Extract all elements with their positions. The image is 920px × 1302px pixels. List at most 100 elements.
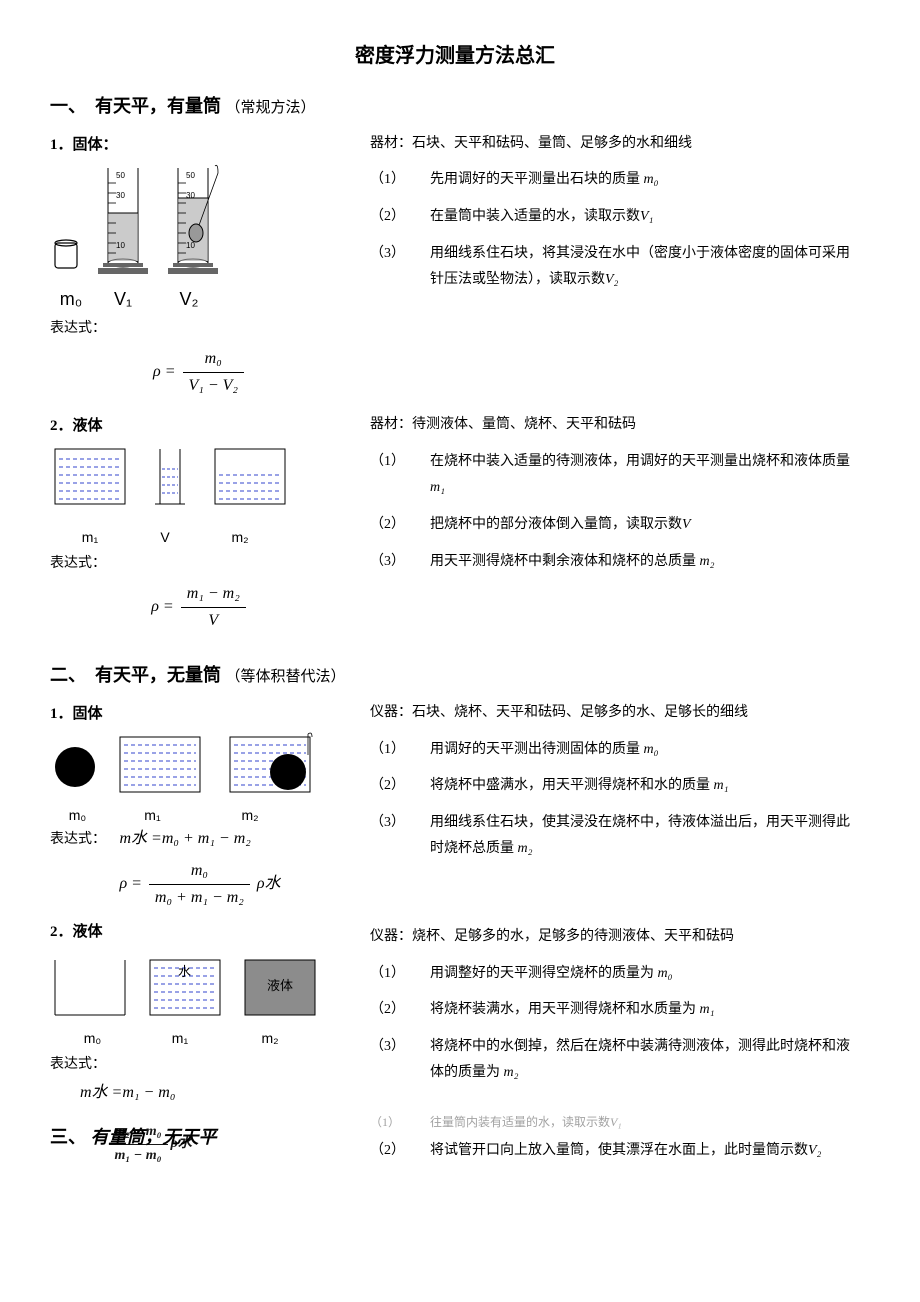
step-num: （3） bbox=[370, 810, 430, 863]
step-num: （2） bbox=[370, 997, 430, 1024]
rho-char: ρ bbox=[151, 598, 159, 615]
section1-note: （常规方法） bbox=[226, 100, 316, 116]
step-num: （1） bbox=[370, 737, 430, 764]
mwater-rhs: m₀ + m₁ − m₂ bbox=[162, 830, 251, 847]
s1-solid-expr-label: 表达式： bbox=[50, 318, 350, 340]
step-var: m₁ bbox=[714, 778, 729, 793]
svg-text:50: 50 bbox=[186, 171, 195, 180]
overlay-den: m₁ − m₀ bbox=[109, 1145, 168, 1167]
mwater-rhs: m₁ − m₀ bbox=[122, 1084, 175, 1101]
formula-den: V bbox=[181, 608, 246, 634]
s2-liquid-step2: （2） 将烧杯装满水，用天平测得烧杯和水质量为 m₁ bbox=[370, 997, 860, 1024]
step-num: （3） bbox=[370, 241, 430, 294]
section1-solid-row: 1．固体： 50 30 bbox=[50, 127, 860, 408]
svg-text:10: 10 bbox=[186, 241, 195, 250]
s2-liquid-heading: 2．液体 bbox=[50, 920, 350, 944]
s2-solid-step2: （2） 将烧杯中盛满水，用天平测得烧杯和水的质量 m₁ bbox=[370, 773, 860, 800]
svg-text:30: 30 bbox=[186, 191, 195, 200]
page-title: 密度浮力测量方法总汇 bbox=[50, 40, 860, 72]
s1-liquid-diagram bbox=[50, 444, 310, 524]
rho-lhs: ρ = bbox=[119, 875, 141, 892]
section3-row: 三、 有量筒，无天平 m₂ − m₀ m₁ − m₀ ρ水 （1） 往量筒内装有… bbox=[50, 1105, 860, 1174]
step-text: 先用调好的天平测量出石块的质量 bbox=[430, 172, 640, 187]
step-var: V₂ bbox=[808, 1143, 821, 1158]
label-m1: m₁ bbox=[105, 804, 200, 826]
step-var: m₂ bbox=[518, 841, 533, 856]
overlay-tail: ρ水 bbox=[171, 1137, 192, 1152]
step-num: （2） bbox=[370, 204, 430, 231]
section2-note: （等体积替代法） bbox=[226, 669, 346, 685]
rho-den: m₀ + m₁ − m₂ bbox=[149, 885, 250, 911]
s1-solid-formula: ρ = m₀ V₁ − V₂ bbox=[50, 346, 350, 398]
rho-char: ρ bbox=[153, 363, 161, 380]
step-var: m₁ bbox=[430, 480, 445, 495]
svg-text:液体: 液体 bbox=[267, 978, 293, 993]
step-var: m₀ bbox=[658, 966, 673, 981]
s1-liquid-step2: （2） 把烧杯中的部分液体倒入量筒，读取示数V bbox=[370, 512, 860, 539]
step-num: （1） bbox=[370, 167, 430, 194]
overlay-num: m₂ − m₀ bbox=[109, 1121, 168, 1144]
svg-text:水: 水 bbox=[178, 964, 191, 979]
rho-tail: ρ水 bbox=[257, 875, 281, 892]
step-text: 将烧杯装满水，用天平测得烧杯和水质量为 bbox=[430, 1002, 696, 1017]
step-num: （1） bbox=[370, 961, 430, 988]
s2-solid-step1: （1） 用调好的天平测出待测固体的质量 m₀ bbox=[370, 737, 860, 764]
mwater-lhs: m水 = bbox=[80, 1084, 122, 1101]
label-m1: m₁ bbox=[135, 1027, 225, 1049]
step-num: （2） bbox=[370, 512, 430, 539]
section3-prefix: 三、 bbox=[50, 1127, 86, 1147]
s1-solid-step2: （2） 在量筒中装入适量的水，读取示数V₁ bbox=[370, 204, 860, 231]
formula-den: V₁ − V₂ bbox=[183, 373, 244, 399]
s1-solid-diagram: 50 30 10 50 bbox=[50, 163, 250, 283]
s1-solid-step1: （1） 先用调好的天平测量出石块的质量 m₀ bbox=[370, 167, 860, 194]
step-text: 将试管开口向上放入量筒，使其漂浮在水面上，此时量筒示数 bbox=[430, 1143, 808, 1158]
step-var: V₂ bbox=[605, 272, 618, 287]
label-m2: m₂ bbox=[200, 526, 280, 548]
section3-heading: 三、 有量筒，无天平 m₂ − m₀ m₁ − m₀ ρ水 bbox=[50, 1123, 350, 1152]
s2-solid-diagram bbox=[50, 732, 330, 802]
s2-solid-rho: ρ = m₀ m₀ + m₁ − m₂ ρ水 bbox=[50, 858, 350, 910]
label-v: V bbox=[130, 526, 200, 548]
s2-solid-equipment: 仪器：石块、烧杯、天平和砝码、足够多的水、足够长的细线 bbox=[370, 700, 860, 727]
s1-liquid-step3: （3） 用天平测得烧杯中剩余液体和烧杯的总质量 m₂ bbox=[370, 549, 860, 576]
s2-solid-step3: （3） 用细线系住石块，使其浸没在烧杯中，待液体溢出后，用天平测得此时烧杯总质量… bbox=[370, 810, 860, 863]
step-text: 在量筒中装入适量的水，读取示数 bbox=[430, 209, 640, 224]
step-var: m₂ bbox=[504, 1065, 519, 1080]
step-text: 用细线系住石块，使其浸没在烧杯中，待液体溢出后，用天平测得此时烧杯总质量 bbox=[430, 815, 850, 857]
step-text: 用天平测得烧杯中剩余液体和烧杯的总质量 bbox=[430, 554, 696, 569]
step-num: （2） bbox=[370, 1138, 430, 1165]
step-num: （3） bbox=[370, 1034, 430, 1087]
step-var: m₂ bbox=[700, 554, 715, 569]
step-text: 将烧杯中的水倒掉，然后在烧杯中装满待测液体，测得此时烧杯和液体的质量为 bbox=[430, 1039, 850, 1081]
label-m1: m₁ bbox=[50, 526, 130, 548]
step-text: 用细线系住石块，将其浸没在水中（密度小于液体密度的固体可采用针压法或坠物法），读… bbox=[430, 246, 850, 288]
label-v2: V₂ bbox=[154, 285, 224, 314]
step-text: 在烧杯中装入适量的待测液体，用调好的天平测量出烧杯和液体质量 bbox=[430, 454, 850, 469]
step-text: 把烧杯中的部分液体倒入量筒，读取示数 bbox=[430, 517, 682, 532]
label-m2: m₂ bbox=[200, 804, 300, 826]
section1-heading: 一、 有天平，有量筒 （常规方法） bbox=[50, 92, 860, 121]
step-text: 用调整好的天平测得空烧杯的质量为 bbox=[430, 966, 654, 981]
step-num: （2） bbox=[370, 773, 430, 800]
step-var: m₁ bbox=[700, 1002, 715, 1017]
svg-text:50: 50 bbox=[116, 171, 125, 180]
label-v1: V₁ bbox=[92, 285, 154, 314]
step-var: m₀ bbox=[644, 742, 659, 757]
s1-solid-heading: 1．固体： bbox=[50, 133, 350, 157]
s2-liquid-step3: （3） 将烧杯中的水倒掉，然后在烧杯中装满待测液体，测得此时烧杯和液体的质量为 … bbox=[370, 1034, 860, 1087]
trail-step1: （1） 往量筒内装有适量的水，读取示数V₁ bbox=[370, 1111, 860, 1134]
step-text: 往量筒内装有适量的水，读取示数 bbox=[430, 1115, 610, 1129]
label-m0: m₀ bbox=[50, 285, 92, 314]
step-text: 将烧杯中盛满水，用天平测得烧杯和水的质量 bbox=[430, 778, 710, 793]
step-var: V bbox=[682, 517, 691, 532]
label-m0: m₀ bbox=[50, 804, 105, 826]
s2-solid-heading: 1．固体 bbox=[50, 702, 350, 726]
rho-num: m₀ bbox=[149, 858, 250, 885]
s2-liquid-mwater: m水 =m₁ − m₀ bbox=[80, 1080, 350, 1106]
s2-solid-mwater: m水 =m₀ + m₁ − m₂ bbox=[120, 830, 251, 847]
mwater-lhs: m水 = bbox=[120, 830, 162, 847]
label-m2: m₂ bbox=[225, 1027, 315, 1049]
section3-overlay-formula: m₂ − m₀ m₁ − m₀ ρ水 bbox=[106, 1121, 192, 1167]
section1-liquid-row: 2．液体 bbox=[50, 408, 860, 643]
section2-heading-text: 二、 有天平，无量筒 bbox=[50, 665, 221, 685]
